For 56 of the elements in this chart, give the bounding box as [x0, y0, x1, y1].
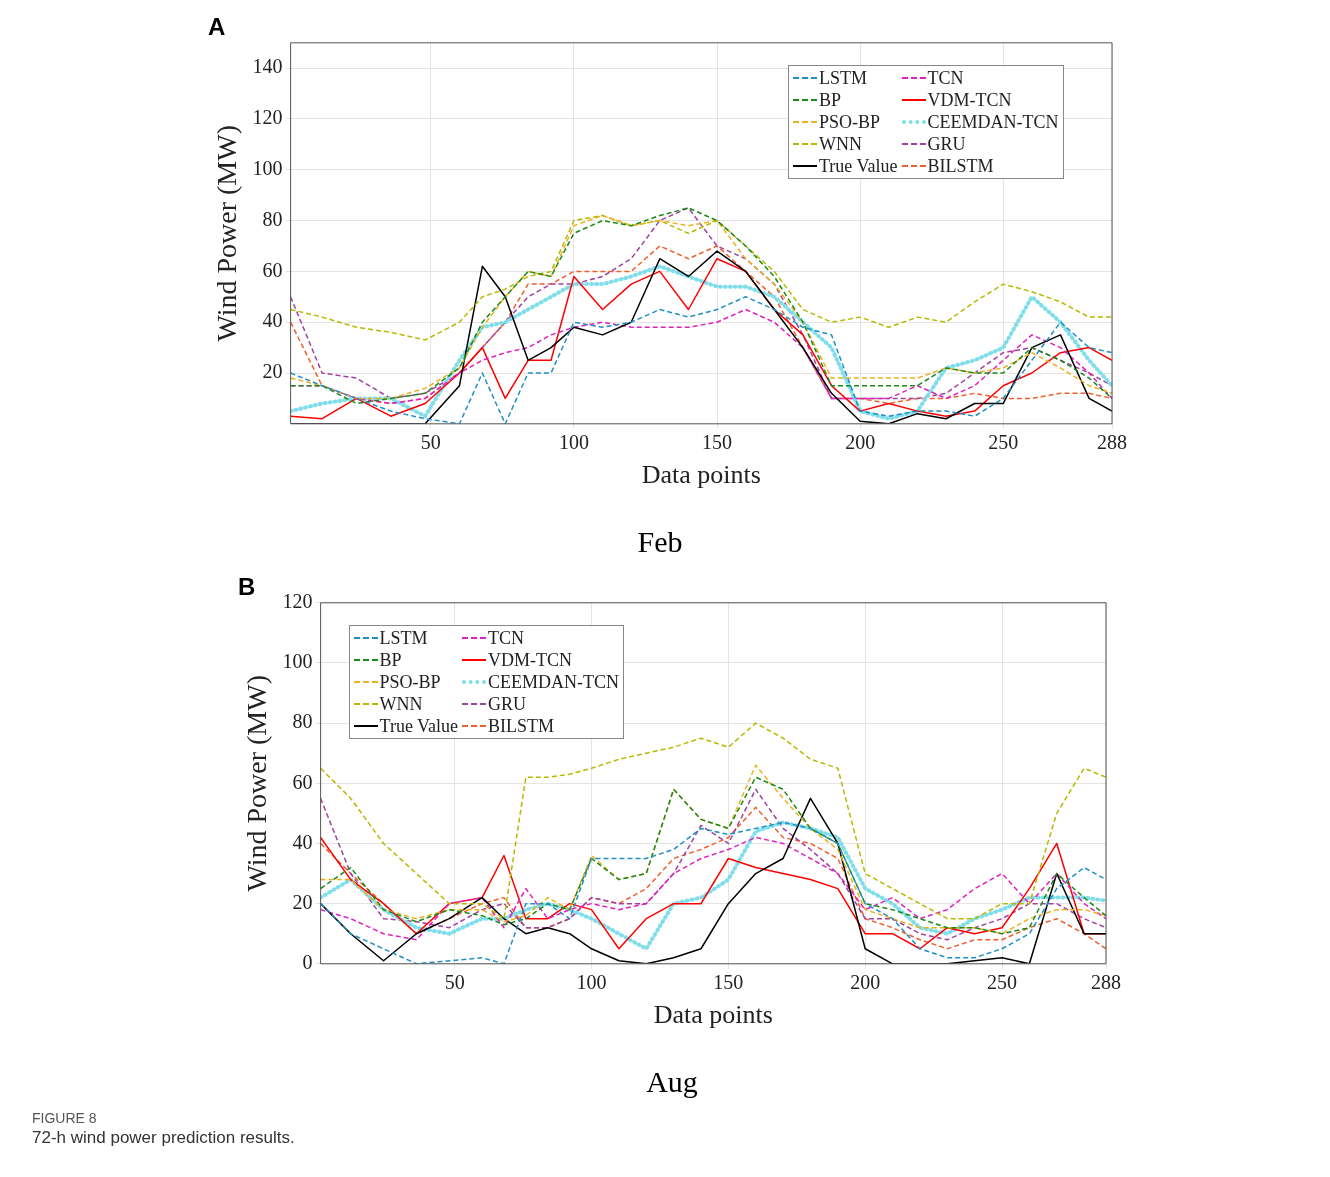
x-tick-label: 288	[1097, 431, 1127, 454]
legend-label: WNN	[819, 132, 862, 155]
x-tick-label: 150	[702, 431, 733, 454]
x-tick-label: 150	[713, 971, 744, 994]
legend-label: TCN	[927, 66, 964, 89]
legend-label: BILSTM	[488, 714, 555, 737]
y-tick-label: 80	[292, 710, 313, 733]
legend-label: GRU	[927, 132, 966, 155]
caption: FIGURE 8	[31, 1109, 98, 1128]
chart-title: B	[238, 573, 256, 601]
y-tick-label: 20	[292, 890, 313, 913]
legend-label: GRU	[488, 692, 527, 715]
x-tick-label: 250	[988, 431, 1019, 454]
legend-label: WNN	[379, 692, 423, 715]
legend-label: CEEMDAN-TCN	[927, 110, 1059, 133]
x-tick-label: 100	[558, 431, 589, 454]
y-tick-label: 40	[292, 830, 313, 853]
legend-label: BP	[379, 648, 402, 671]
legend-label: LSTM	[819, 66, 868, 89]
x-tick-label: 50	[420, 431, 441, 454]
legend-label: PSO-BP	[379, 670, 441, 693]
text: Feb	[637, 524, 683, 558]
x-tick-label: 200	[850, 971, 881, 994]
y-tick-label: 100	[252, 157, 283, 180]
legend-label: BILSTM	[927, 154, 994, 177]
y-tick-label: 140	[252, 55, 283, 78]
y-tick-label: 40	[262, 309, 283, 332]
y-tick-label: 0	[302, 951, 313, 974]
x-tick-label: 250	[987, 971, 1018, 994]
x-axis-title: Data points	[653, 1000, 773, 1030]
y-axis-title: Wind Power (MW)	[211, 125, 243, 342]
legend-label: True Value	[819, 154, 898, 177]
legend-label: VDM-TCN	[927, 88, 1012, 111]
y-tick-label: 100	[282, 650, 313, 673]
y-tick-label: 120	[282, 590, 313, 613]
text: 72-h wind power prediction results.	[31, 1128, 296, 1148]
legend-label: VDM-TCN	[488, 648, 573, 671]
x-axis-title: Data points	[641, 460, 761, 490]
text: Aug	[646, 1064, 698, 1098]
x-tick-label: 100	[576, 971, 607, 994]
x-tick-label: 288	[1091, 971, 1121, 994]
legend-label: True Value	[379, 714, 459, 737]
y-tick-label: 20	[262, 360, 283, 383]
y-tick-label: 60	[292, 770, 313, 793]
legend-label: CEEMDAN-TCN	[488, 670, 620, 693]
y-axis-title: Wind Power (MW)	[241, 675, 273, 892]
x-tick-label: 200	[845, 431, 876, 454]
y-tick-label: 120	[252, 106, 283, 129]
legend-label: BP	[819, 88, 842, 111]
legend-label: TCN	[488, 626, 525, 649]
chart-title: A	[208, 13, 226, 41]
x-tick-label: 50	[444, 971, 465, 994]
legend-label: PSO-BP	[819, 110, 881, 133]
legend-label: LSTM	[379, 626, 428, 649]
y-tick-label: 60	[262, 258, 283, 281]
y-tick-label: 80	[262, 207, 283, 230]
